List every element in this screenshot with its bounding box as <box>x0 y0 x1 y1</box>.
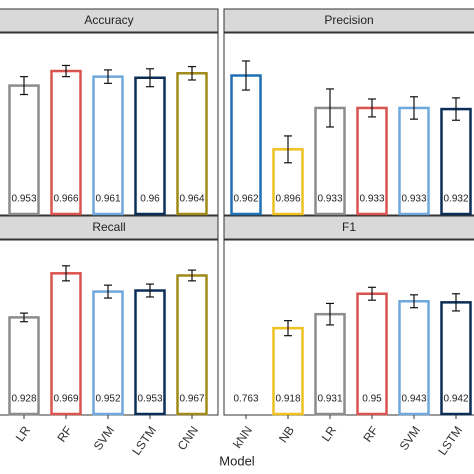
panel-title: Precision <box>324 13 373 27</box>
x-axis-label: Model <box>219 453 255 468</box>
error-bar <box>146 283 154 298</box>
value-label: 0.918 <box>275 394 300 405</box>
value-label: 0.896 <box>275 194 300 205</box>
value-label: 0.952 <box>95 394 120 405</box>
error-bar <box>452 293 460 312</box>
value-label: 0.961 <box>95 194 120 205</box>
value-label: 0.95 <box>362 394 382 405</box>
bar <box>440 301 472 416</box>
value-label: 0.96 <box>140 194 160 205</box>
error-bar <box>20 76 28 96</box>
bar <box>398 106 430 216</box>
bar <box>50 69 82 216</box>
error-bar <box>410 96 418 120</box>
value-label: 0.943 <box>401 394 426 405</box>
x-tick-label: LR <box>319 423 339 444</box>
x-tick-label: kNN <box>230 424 255 451</box>
bar <box>92 290 124 416</box>
error-bar <box>410 294 418 309</box>
strip <box>0 215 219 240</box>
value-label: 0.928 <box>11 394 36 405</box>
error-bar <box>284 135 292 164</box>
value-label: 0.966 <box>53 194 78 205</box>
value-label: 0.931 <box>317 394 342 405</box>
value-label: 0.962 <box>233 194 258 205</box>
value-label: 0.953 <box>137 394 162 405</box>
strip <box>223 8 474 33</box>
x-tick-label: LSTM <box>435 424 465 458</box>
value-label: 0.932 <box>443 194 468 205</box>
value-label: 0.933 <box>359 194 384 205</box>
bar <box>176 274 208 416</box>
error-bar <box>368 98 376 118</box>
bar <box>8 84 40 216</box>
error-bar <box>104 69 112 84</box>
bar <box>134 289 166 416</box>
bar <box>440 107 472 216</box>
x-tick-label: RF <box>54 424 75 445</box>
x-tick-label: SVM <box>397 424 423 453</box>
x-tick-label: SVM <box>91 424 117 453</box>
value-label: 0.964 <box>179 194 204 205</box>
value-label: 0.969 <box>53 394 78 405</box>
bar <box>230 74 262 216</box>
error-bar <box>326 302 334 326</box>
value-label: 0.933 <box>401 194 426 205</box>
error-bar <box>62 64 70 78</box>
error-bar <box>104 284 112 299</box>
bar <box>272 326 304 416</box>
x-tick-label: NB <box>276 424 297 446</box>
value-label: 0.953 <box>11 194 36 205</box>
error-bar <box>20 312 28 323</box>
panel-border <box>223 32 474 216</box>
strip <box>0 8 219 33</box>
bar <box>134 76 166 216</box>
bar <box>8 316 40 416</box>
x-tick-label: CNN <box>175 424 201 453</box>
strip <box>223 215 474 240</box>
value-label: 0.967 <box>179 394 204 405</box>
error-bar <box>368 286 376 301</box>
value-label: 0.763 <box>233 394 258 405</box>
panel-title: Recall <box>92 220 125 234</box>
x-tick-label: LSTM <box>129 424 159 458</box>
bar <box>92 75 124 216</box>
error-bar <box>188 65 196 81</box>
panel-border <box>223 239 474 416</box>
value-label: 0.933 <box>317 194 342 205</box>
error-bar <box>62 265 70 282</box>
x-tick-label: RF <box>360 424 381 445</box>
x-tick-label: LR <box>13 423 33 444</box>
error-bar <box>146 68 154 88</box>
panel-title: F1 <box>342 220 356 234</box>
error-bar <box>452 97 460 121</box>
error-bar <box>188 269 196 282</box>
error-bar <box>242 60 250 91</box>
bar <box>50 272 82 416</box>
error-bar <box>326 88 334 128</box>
error-bar <box>284 320 292 337</box>
value-label: 0.942 <box>443 394 468 405</box>
panel-title: Accuracy <box>84 13 133 27</box>
